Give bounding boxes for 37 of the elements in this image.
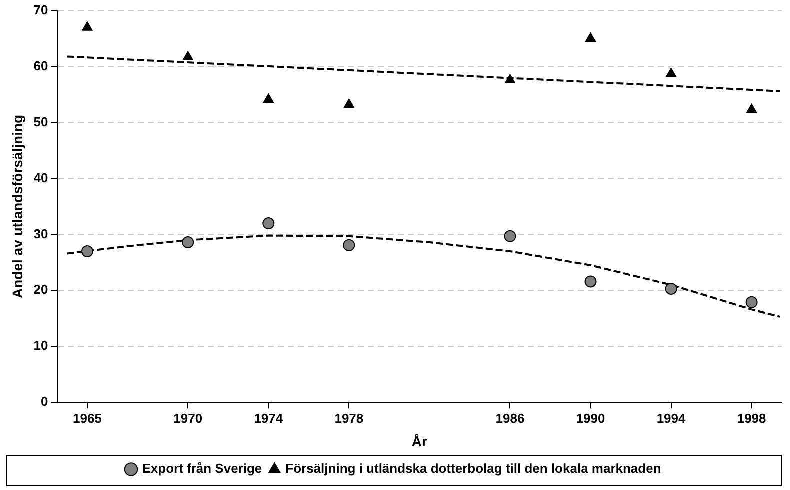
x-tick-label: 1974 (254, 410, 284, 426)
x-tick-label: 1998 (737, 410, 766, 426)
point (182, 236, 194, 249)
y-tick-label: 0 (41, 394, 48, 410)
y-tick-label: 70 (34, 2, 48, 18)
point (666, 68, 677, 78)
legend-label: Export från Sverige (142, 461, 262, 476)
point (746, 296, 758, 308)
y-tick-label: 20 (34, 282, 48, 298)
x-tick-label: 1990 (576, 410, 606, 426)
y-tick-label: 40 (34, 170, 48, 186)
point (504, 230, 516, 242)
y-tick-label: 50 (34, 114, 48, 130)
x-tick-label: 1965 (72, 410, 102, 426)
point (182, 51, 194, 61)
point (81, 245, 94, 258)
x-tick-label: 1986 (496, 410, 525, 426)
y-tick-label: 60 (34, 58, 48, 74)
point (344, 98, 354, 108)
x-axis-title: År (412, 433, 428, 450)
point (746, 104, 758, 114)
y-axis-title: Andel av utlandsförsäljning (9, 114, 26, 298)
point (262, 217, 275, 230)
point (585, 32, 596, 42)
legend-label: Försäljning i utländska dotterbolag till den lokala marknaden (286, 461, 662, 476)
point (504, 74, 516, 84)
point (584, 276, 597, 288)
point (665, 282, 678, 295)
point (343, 239, 356, 252)
y-tick-label: 10 (34, 338, 48, 354)
x-tick-label: 1970 (174, 410, 203, 426)
point (82, 22, 93, 31)
y-tick-label: 30 (34, 226, 48, 242)
line-series (66, 234, 781, 318)
x-tick-label: 1978 (334, 410, 364, 426)
point (263, 94, 274, 104)
x-tick-label: 1994 (656, 410, 687, 426)
